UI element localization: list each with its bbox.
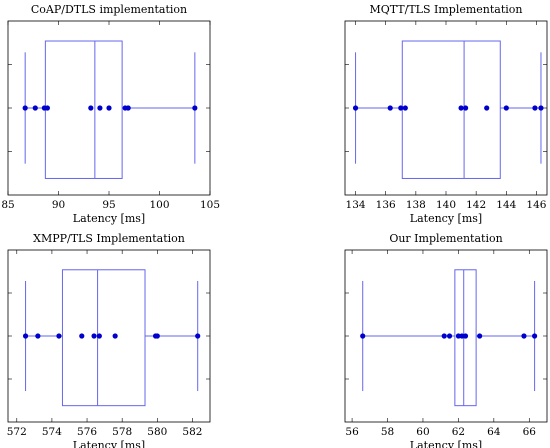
x-tick-label: 105 [200, 199, 220, 211]
data-point [88, 105, 94, 111]
data-point [538, 105, 544, 111]
x-tick-label: 580 [147, 426, 167, 438]
data-point [96, 333, 102, 339]
data-point [91, 333, 97, 339]
x-tick-label: 85 [1, 199, 14, 211]
data-point [32, 105, 38, 111]
data-point [441, 333, 447, 339]
data-point [521, 333, 527, 339]
chart-our-implementation: Our Implementation 56 58 60 62 64 66 Latency [m… [344, 232, 548, 448]
data-point [484, 105, 490, 111]
data-point [402, 105, 408, 111]
x-tick-label: 578 [112, 426, 132, 438]
data-point [387, 105, 393, 111]
data-point [106, 105, 112, 111]
x-tick-label: 138 [406, 199, 426, 211]
iqr-box [61, 269, 146, 407]
x-axis-label: Latency [ms] [410, 212, 482, 225]
x-tick-label: 146 [526, 199, 546, 211]
x-axis-label: Latency [ms] [410, 439, 482, 448]
data-point [532, 105, 538, 111]
chart-title: Our Implementation [389, 232, 502, 245]
data-point [458, 105, 464, 111]
x-tick-label: 90 [52, 199, 65, 211]
x-tick-label: 136 [376, 199, 396, 211]
x-tick-label: 582 [182, 426, 202, 438]
data-point [531, 333, 538, 339]
iqr-box [454, 269, 477, 407]
data-point [154, 333, 160, 339]
data-point [56, 333, 62, 339]
data-point [35, 333, 41, 339]
chart-mqtt-tls: MQTT/TLS Implementation 134 136 138 140 142 14… [344, 3, 548, 225]
x-tick-label: 144 [496, 199, 516, 211]
x-tick-label: 140 [436, 199, 456, 211]
x-tick-label: 66 [523, 426, 537, 438]
chart-title: CoAP/DTLS implementation [31, 3, 187, 16]
data-point [192, 105, 198, 111]
data-point [195, 333, 201, 339]
chart-xmpp-tls: XMPP/TLS Implementation 572 574 576 578 580 58… [7, 232, 211, 448]
x-tick-label: 100 [149, 199, 169, 211]
x-tick-label: 574 [42, 426, 62, 438]
data-point [97, 105, 103, 111]
data-point [462, 105, 469, 111]
x-tick-label: 56 [345, 426, 359, 438]
x-axis-label: Latency [ms] [73, 212, 145, 225]
data-point [112, 333, 118, 339]
data-point [503, 105, 509, 111]
x-tick-label: 95 [102, 199, 115, 211]
data-point [22, 333, 29, 339]
x-tick-label: 572 [7, 426, 27, 438]
x-tick-label: 58 [381, 426, 394, 438]
x-tick-label: 62 [452, 426, 465, 438]
data-point [44, 105, 50, 111]
data-point [446, 333, 453, 339]
data-point [352, 105, 359, 111]
chart-title: MQTT/TLS Implementation [369, 3, 522, 16]
data-point [462, 333, 469, 339]
x-tick-label: 60 [416, 426, 429, 438]
data-point [79, 333, 85, 339]
x-tick-label: 576 [77, 426, 97, 438]
data-point [125, 105, 131, 111]
x-tick-label: 134 [346, 199, 366, 211]
x-tick-label: 142 [466, 199, 486, 211]
data-point [22, 105, 28, 111]
chart-title: XMPP/TLS Implementation [33, 232, 185, 245]
x-tick-label: 64 [487, 426, 501, 438]
x-axis-label: Latency [ms] [73, 439, 145, 448]
data-point [398, 105, 404, 111]
data-point [477, 333, 483, 339]
data-point [360, 333, 366, 339]
chart-coap-dtls: CoAP/DTLS implementation 85 90 95 100 105 Late… [1, 3, 220, 225]
